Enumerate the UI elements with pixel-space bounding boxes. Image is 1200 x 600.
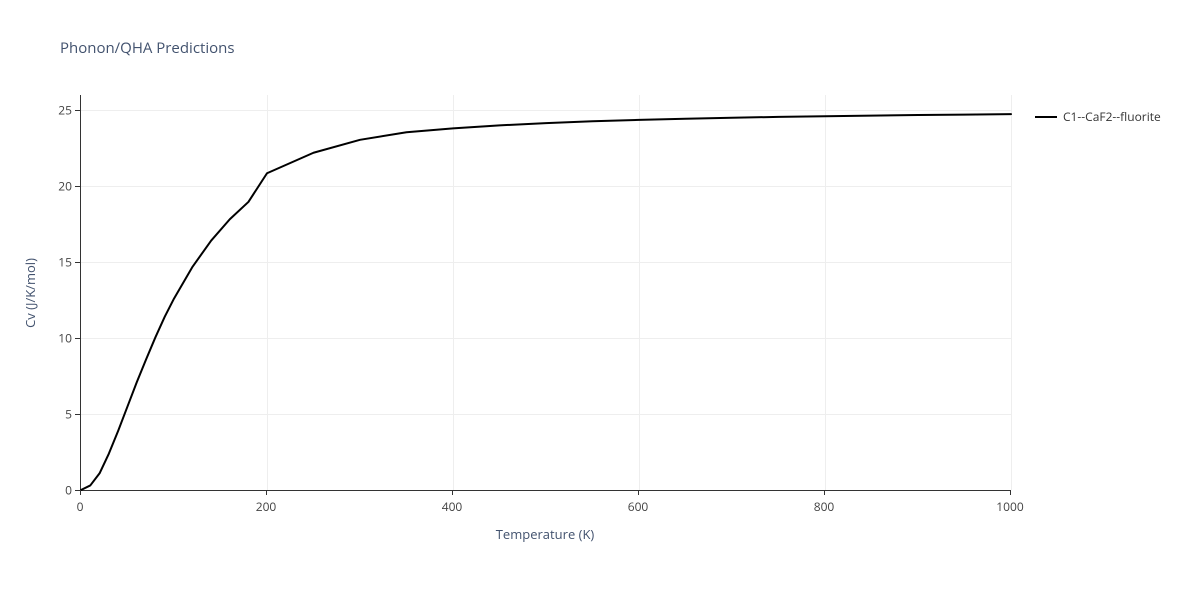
x-tick-label: 600 [628, 498, 649, 515]
x-tick-label: 1000 [996, 498, 1023, 515]
y-axis-label: Cv (J/K/mol) [21, 258, 39, 328]
legend-series-label: C1--CaF2--fluorite [1063, 108, 1161, 125]
x-tick-label: 400 [442, 498, 463, 515]
legend-line-icon [1035, 116, 1057, 118]
legend[interactable]: C1--CaF2--fluorite [1035, 108, 1161, 125]
y-tick-label: 25 [52, 102, 72, 119]
y-tick [75, 110, 80, 111]
y-tick [75, 414, 80, 415]
x-tick [80, 490, 81, 495]
y-tick [75, 186, 80, 187]
chart-title: Phonon/QHA Predictions [60, 38, 235, 58]
y-tick-label: 20 [52, 178, 72, 195]
y-tick-label: 5 [52, 406, 72, 423]
chart-container: Phonon/QHA Predictions Temperature (K) C… [0, 0, 1200, 600]
y-tick [75, 490, 80, 491]
y-tick [75, 338, 80, 339]
x-tick [266, 490, 267, 495]
x-tick-label: 200 [256, 498, 277, 515]
x-tick [452, 490, 453, 495]
x-tick-label: 800 [814, 498, 835, 515]
series-line[interactable] [81, 114, 1011, 490]
grid-line-v [1011, 95, 1012, 490]
x-tick [638, 490, 639, 495]
x-axis-label: Temperature (K) [496, 525, 595, 543]
y-tick-label: 10 [52, 330, 72, 347]
x-tick-label: 0 [77, 498, 84, 515]
y-tick [75, 262, 80, 263]
x-tick [824, 490, 825, 495]
y-tick-label: 0 [52, 482, 72, 499]
plot-area[interactable] [80, 95, 1011, 491]
series-svg [81, 95, 1011, 490]
y-tick-label: 15 [52, 254, 72, 271]
x-tick [1010, 490, 1011, 495]
